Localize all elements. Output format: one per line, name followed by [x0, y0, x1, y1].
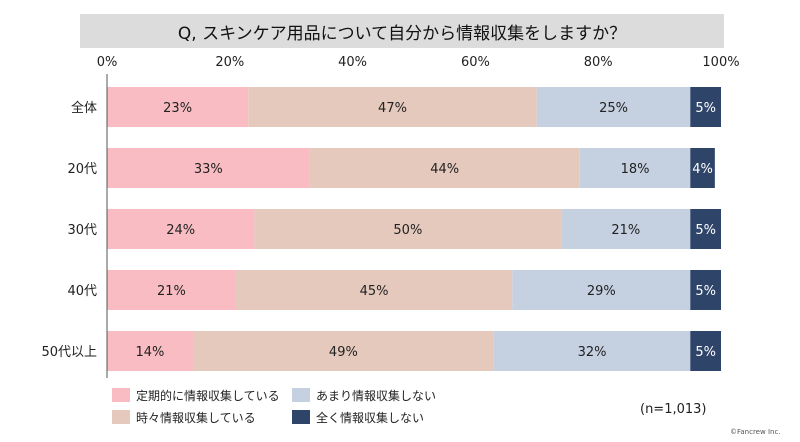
bar-segment [536, 87, 691, 127]
sample-size-note: (n=1,013) [640, 402, 707, 417]
legend-item-never: 全く情報収集しない [292, 408, 472, 426]
bar-segment [235, 270, 513, 310]
data-label: 32% [578, 345, 607, 360]
bar-segment [309, 148, 580, 188]
legend-item-sometimes: 時々情報収集している [112, 408, 292, 426]
data-label: 5% [695, 223, 716, 238]
legend-swatch [112, 388, 130, 402]
x-tick-label: 80% [584, 55, 613, 70]
category-label: 20代 [67, 162, 97, 177]
data-label: 47% [378, 101, 407, 116]
bar-segment [561, 209, 691, 249]
chart-title: Q, スキンケア用品について自分から情報収集をしますか？ [80, 14, 724, 48]
legend-label: 時々情報収集している [136, 410, 256, 425]
data-label: 50% [393, 223, 422, 238]
category-label: 全体 [71, 100, 97, 116]
legend: 定期的に情報収集している あまり情報収集しない 時々情報収集している 全く情報収… [112, 386, 472, 426]
data-label: 44% [430, 162, 459, 177]
data-label: 18% [621, 162, 650, 177]
data-label: 5% [695, 101, 716, 116]
legend-swatch [292, 410, 310, 424]
data-label: 21% [157, 284, 186, 299]
bar-segment [690, 270, 721, 310]
bar-segment [579, 148, 691, 188]
bar-segment [107, 331, 193, 371]
bar-segment [254, 209, 562, 249]
data-label: 45% [360, 284, 389, 299]
bar-segment [690, 148, 715, 188]
data-label: 25% [599, 101, 628, 116]
x-tick-label: 0% [97, 55, 118, 70]
bar-segment [248, 87, 537, 127]
bar-segment [690, 87, 721, 127]
data-label: 49% [329, 345, 358, 360]
category-label: 40代 [67, 284, 97, 299]
bar-segment [107, 87, 249, 127]
bar-segment [493, 331, 691, 371]
bar-segment [192, 331, 494, 371]
x-tick-label: 40% [338, 55, 367, 70]
data-label: 29% [587, 284, 616, 299]
category-label: 30代 [67, 223, 97, 238]
category-label: 50代以上 [41, 345, 97, 360]
copyright-credit: ©Fancrew Inc. [730, 428, 781, 436]
bar-segment [107, 209, 255, 249]
legend-swatch [112, 410, 130, 424]
data-label: 5% [695, 284, 716, 299]
legend-label: 全く情報収集しない [316, 410, 425, 425]
data-label: 14% [136, 345, 165, 360]
x-tick-label: 100% [702, 55, 739, 70]
legend-item-regularly: 定期的に情報収集している [112, 386, 292, 404]
chart-title-text: Q, スキンケア用品について自分から情報収集をしますか？ [177, 23, 627, 44]
data-label: 33% [194, 162, 223, 177]
legend-label: 定期的に情報収集している [136, 388, 280, 403]
x-tick-label: 60% [461, 55, 490, 70]
legend-swatch [292, 388, 310, 402]
bar-segment [690, 209, 721, 249]
bar-segment [690, 331, 721, 371]
x-tick-label: 20% [215, 55, 244, 70]
data-label: 24% [166, 223, 195, 238]
bar-segment [107, 148, 310, 188]
data-label: 23% [163, 101, 192, 116]
legend-label: あまり情報収集しない [316, 388, 437, 403]
legend-item-rarely: あまり情報収集しない [292, 386, 472, 404]
bar-segment [512, 270, 691, 310]
data-label: 21% [611, 223, 640, 238]
data-label: 4% [692, 162, 713, 177]
bar-segment [107, 270, 236, 310]
data-label: 5% [695, 345, 716, 360]
